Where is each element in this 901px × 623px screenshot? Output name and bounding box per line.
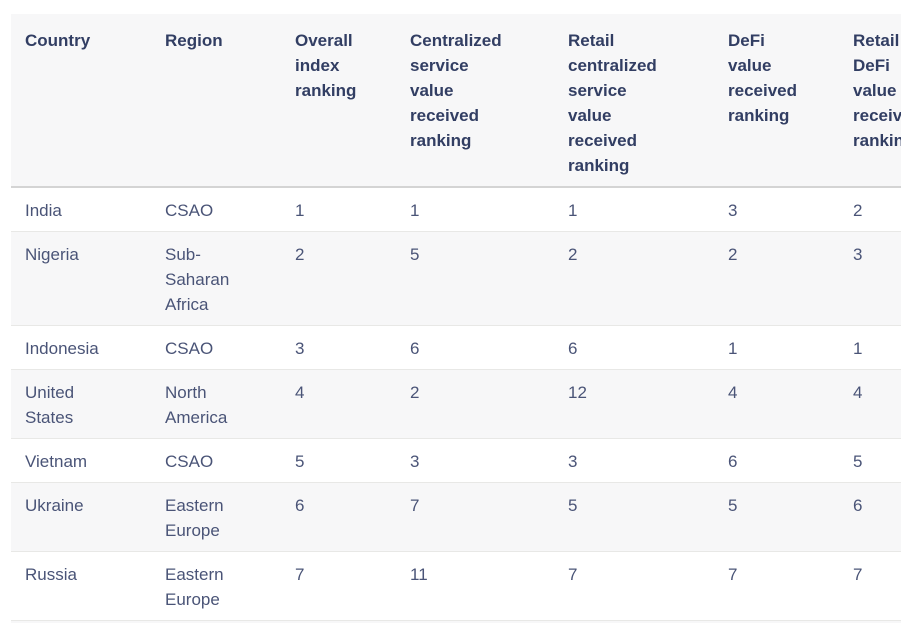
cell-overall-rank: 7 (281, 551, 396, 621)
table-row-nigeria: Nigeria Sub-Saharan Africa 2 5 2 2 3 (11, 231, 901, 326)
cell-centralized-rank: 1 (396, 187, 554, 232)
cell-centralized-rank: 3 (396, 438, 554, 483)
cell-defi-rank: 6 (714, 438, 839, 483)
cell-retail-defi-rank: 5 (839, 438, 901, 483)
table-body: India CSAO 1 1 1 3 2 Nigeria Sub-Saharan… (11, 187, 901, 623)
cell-retail-defi-rank: 6 (839, 482, 901, 552)
cell-overall-rank: 4 (281, 369, 396, 439)
header-cell-retail-centralized-service-value-received-ranking: Retail centralized service value receive… (554, 14, 714, 188)
header-cell-overall-index-ranking: Overall index ranking (281, 14, 396, 188)
header-label: Centralized service value received ranki… (410, 31, 502, 150)
cell-retail-centralized-rank: 1 (554, 187, 714, 232)
cell-retail-defi-rank: 2 (839, 187, 901, 232)
header-cell-retail-defi-value-received-ranking: Retail DeFi value received ranking (839, 14, 901, 188)
cell-country: Nigeria (11, 231, 151, 326)
header-label: Country (25, 31, 91, 50)
cell-overall-rank: 5 (281, 438, 396, 483)
cell-defi-rank: 1 (714, 325, 839, 370)
cell-retail-centralized-rank: 6 (554, 325, 714, 370)
table-row-partial-clipped (11, 620, 901, 623)
cell-overall-rank: 2 (281, 231, 396, 326)
cell-defi-rank: 3 (714, 187, 839, 232)
cell-region: North America (151, 369, 281, 439)
table-row-indonesia: Indonesia CSAO 3 6 6 1 1 (11, 325, 901, 370)
crypto-adoption-ranking-table: Country Region Overall index ranking Cen… (11, 14, 901, 623)
cell-region: CSAO (151, 187, 281, 232)
cell-country: Vietnam (11, 438, 151, 483)
cell-centralized-rank: 5 (396, 231, 554, 326)
table-row-india: India CSAO 1 1 1 3 2 (11, 187, 901, 232)
cell-retail-defi-rank: 1 (839, 325, 901, 370)
cell-retail-centralized-rank: 7 (554, 551, 714, 621)
cell-retail-centralized-rank: 5 (554, 482, 714, 552)
cell-retail-defi-rank: 7 (839, 551, 901, 621)
cell-partial (11, 620, 901, 623)
cell-defi-rank: 2 (714, 231, 839, 326)
header-label: Region (165, 31, 223, 50)
header-cell-country: Country (11, 14, 151, 188)
cell-country: Ukraine (11, 482, 151, 552)
cell-country: India (11, 187, 151, 232)
table-header-row: Country Region Overall index ranking Cen… (11, 14, 901, 188)
cell-retail-defi-rank: 4 (839, 369, 901, 439)
cell-region: CSAO (151, 325, 281, 370)
cell-country: United States (11, 369, 151, 439)
header-cell-region: Region (151, 14, 281, 188)
table-row-united-states: United States North America 4 2 12 4 4 (11, 369, 901, 439)
header-cell-defi-value-received-ranking: DeFi value received ranking (714, 14, 839, 188)
cell-overall-rank: 3 (281, 325, 396, 370)
header-cell-centralized-service-value-received-ranking: Centralized service value received ranki… (396, 14, 554, 188)
cell-defi-rank: 4 (714, 369, 839, 439)
cell-retail-centralized-rank: 3 (554, 438, 714, 483)
cell-region: Sub-Saharan Africa (151, 231, 281, 326)
cell-defi-rank: 7 (714, 551, 839, 621)
cell-centralized-rank: 11 (396, 551, 554, 621)
header-label: DeFi value received ranking (728, 31, 797, 125)
header-label: Retail centralized service value receive… (568, 31, 657, 175)
cell-centralized-rank: 7 (396, 482, 554, 552)
cell-centralized-rank: 2 (396, 369, 554, 439)
cell-centralized-rank: 6 (396, 325, 554, 370)
cell-defi-rank: 5 (714, 482, 839, 552)
cell-country: Russia (11, 551, 151, 621)
cell-region: CSAO (151, 438, 281, 483)
cell-retail-defi-rank: 3 (839, 231, 901, 326)
cell-overall-rank: 6 (281, 482, 396, 552)
table-row-russia: Russia Eastern Europe 7 11 7 7 7 (11, 551, 901, 621)
header-label: Retail DeFi value received ranking (853, 31, 901, 150)
cell-retail-centralized-rank: 2 (554, 231, 714, 326)
cell-country: Indonesia (11, 325, 151, 370)
cell-retail-centralized-rank: 12 (554, 369, 714, 439)
table-row-ukraine: Ukraine Eastern Europe 6 7 5 5 6 (11, 482, 901, 552)
header-label: Overall index ranking (295, 31, 357, 100)
table-row-vietnam: Vietnam CSAO 5 3 3 6 5 (11, 438, 901, 483)
cell-region: Eastern Europe (151, 551, 281, 621)
cell-overall-rank: 1 (281, 187, 396, 232)
cell-region: Eastern Europe (151, 482, 281, 552)
